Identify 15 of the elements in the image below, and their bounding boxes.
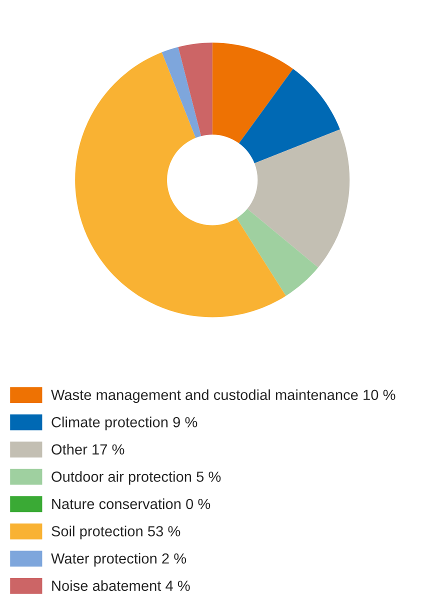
donut-slice <box>178 42 212 136</box>
legend-label: Nature conservation 0 % <box>52 498 210 510</box>
donut-slice <box>247 129 350 268</box>
legend-label: Soil protection 53 % <box>52 526 180 540</box>
donut-slice <box>75 52 286 318</box>
legend-label: Waste management and custodial maintenance 10 % <box>51 389 396 403</box>
donut-slice <box>212 42 294 144</box>
donut-slice <box>238 68 340 164</box>
legend-label: Noise abatement 4 % <box>52 580 190 591</box>
donut-slice <box>236 208 318 296</box>
donut-slice <box>162 46 202 138</box>
legend-label: Water protection 2 % <box>51 552 186 567</box>
legend-label: Outdoor air protection 5 % <box>52 471 221 485</box>
legend-label: Climate protection 9 % <box>52 416 198 430</box>
legend-label: Other 17 % <box>52 444 124 455</box>
